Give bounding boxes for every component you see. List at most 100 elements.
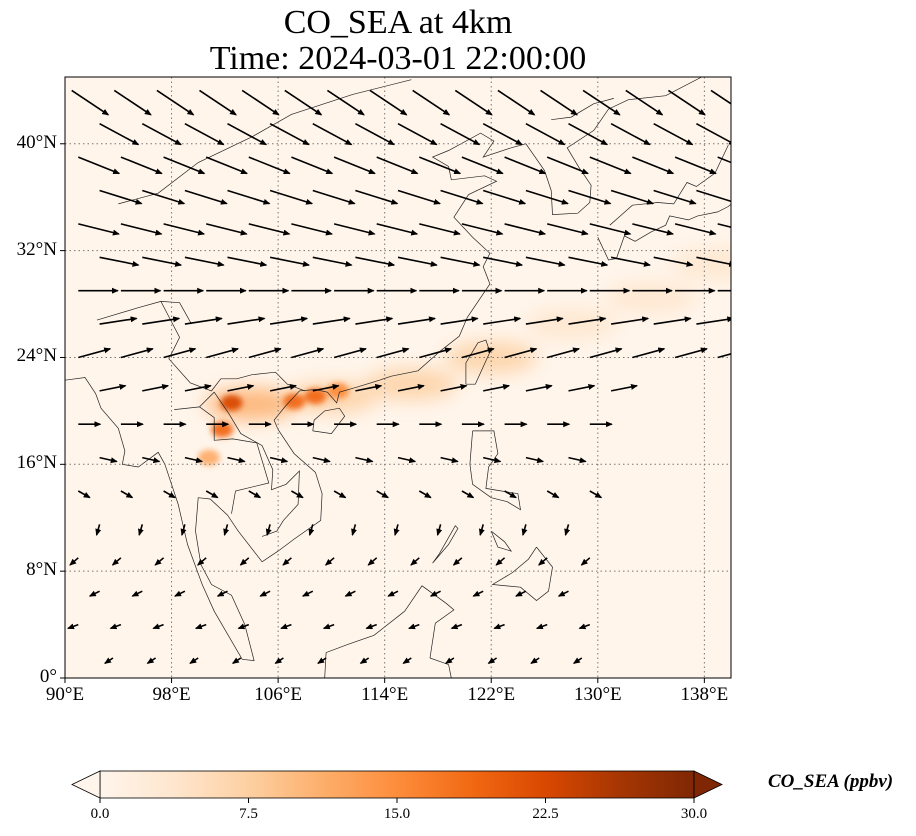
coastline-segment (312, 407, 346, 434)
wind-arrow (546, 156, 589, 175)
wind-arrow (483, 383, 511, 392)
wind-arrow (440, 383, 468, 392)
lon-tick-label: 90°E (45, 684, 85, 705)
wind-arrow (497, 89, 536, 116)
wind-arrow (326, 89, 365, 116)
lon-tick-label: 106°E (254, 684, 302, 705)
wind-arrow (104, 657, 114, 664)
wind-arrow (312, 189, 356, 205)
wind-arrow (138, 524, 144, 536)
wind-arrow (667, 89, 706, 116)
wind-arrow (227, 189, 271, 205)
wind-arrow (351, 524, 357, 536)
wind-arrow (450, 623, 463, 630)
wind-arrow (452, 557, 463, 566)
wind-arrow (239, 557, 250, 566)
wind-arrow (525, 122, 566, 146)
wind-arrow (312, 456, 331, 464)
plume-patch (671, 247, 731, 280)
wind-arrow (120, 156, 163, 175)
wind-arrow (317, 657, 327, 664)
wind-arrow (472, 590, 484, 597)
wind-arrow (436, 524, 443, 536)
wind-arrow (419, 223, 461, 236)
wind-arrow (146, 657, 157, 664)
co-hotspot (283, 393, 306, 410)
wind-arrow (429, 590, 441, 597)
wind-arrow (589, 156, 632, 175)
wind-arrow (113, 89, 152, 116)
wind-arrow (248, 490, 262, 499)
wind-arrow (184, 383, 212, 392)
colorbar-tick-label: 0.0 (90, 806, 110, 822)
wind-arrow (163, 156, 206, 175)
wind-arrow (589, 490, 603, 499)
wind-arrow (324, 557, 335, 566)
lat-tick-label: 0° (39, 666, 57, 687)
wind-arrow (696, 256, 731, 267)
wind-arrow (227, 383, 255, 392)
coastline-segment (490, 530, 513, 552)
coastline-segment (469, 430, 521, 511)
wind-arrow (231, 657, 242, 664)
wind-arrow (163, 490, 176, 499)
map-frame (64, 76, 732, 679)
wind-arrow (78, 223, 120, 236)
lon-tick-label: 114°E (361, 684, 409, 705)
wind-arrow (710, 89, 731, 105)
wind-arrow (312, 383, 340, 392)
wind-arrow (69, 557, 79, 566)
colorbar-extend-high (693, 770, 723, 799)
wind-arrow (280, 623, 292, 630)
wind-arrow (568, 456, 587, 464)
wind-arrow (589, 347, 623, 359)
wind-arrow (269, 456, 289, 464)
gridlines (65, 77, 731, 678)
wind-arrow (197, 557, 207, 566)
coastline-segment (164, 77, 702, 662)
wind-arrow (142, 456, 161, 464)
wind-arrow (580, 557, 591, 566)
figure-subtitle-time: Time: 2024-03-01 22:00:00 (209, 40, 587, 77)
wind-arrow (504, 490, 517, 499)
wind-arrow (564, 524, 571, 536)
wind-arrow (376, 223, 419, 236)
wind-arrow (142, 316, 181, 325)
wind-arrow (493, 623, 505, 630)
lat-tick-label: 16°N (16, 452, 57, 474)
lon-tick-label: 122°E (467, 684, 516, 705)
wind-arrow (355, 189, 399, 205)
wind-arrow (625, 89, 664, 116)
wind-arrow (610, 383, 638, 392)
wind-arrow (717, 156, 731, 164)
wind-arrow (120, 490, 134, 499)
wind-arrow (525, 189, 569, 205)
wind-arrow (589, 223, 632, 236)
wind-arrow (205, 156, 248, 175)
wind-arrow (461, 347, 495, 359)
wind-arrow (291, 490, 304, 499)
wind-arrow (674, 347, 708, 359)
wind-arrow (547, 223, 589, 236)
wind-arrow (216, 590, 228, 597)
wind-arrow (99, 383, 127, 392)
wind-arrow (248, 156, 291, 175)
wind-arrow (408, 623, 420, 630)
wind-arrow (111, 557, 122, 566)
wind-vectors (67, 89, 731, 664)
wind-arrow (322, 623, 335, 630)
colorbar (71, 770, 723, 803)
co-hotspot (197, 449, 220, 466)
wind-arrow (142, 189, 186, 205)
wind-arrow (696, 122, 731, 146)
wind-arrow (557, 590, 569, 597)
wind-arrow (525, 316, 564, 325)
wind-arrow (410, 557, 420, 566)
wind-arrow (376, 347, 410, 359)
wind-arrow (241, 89, 280, 116)
wind-arrow (610, 189, 655, 205)
wind-arrow (274, 657, 284, 664)
coastline-segment (174, 406, 270, 514)
